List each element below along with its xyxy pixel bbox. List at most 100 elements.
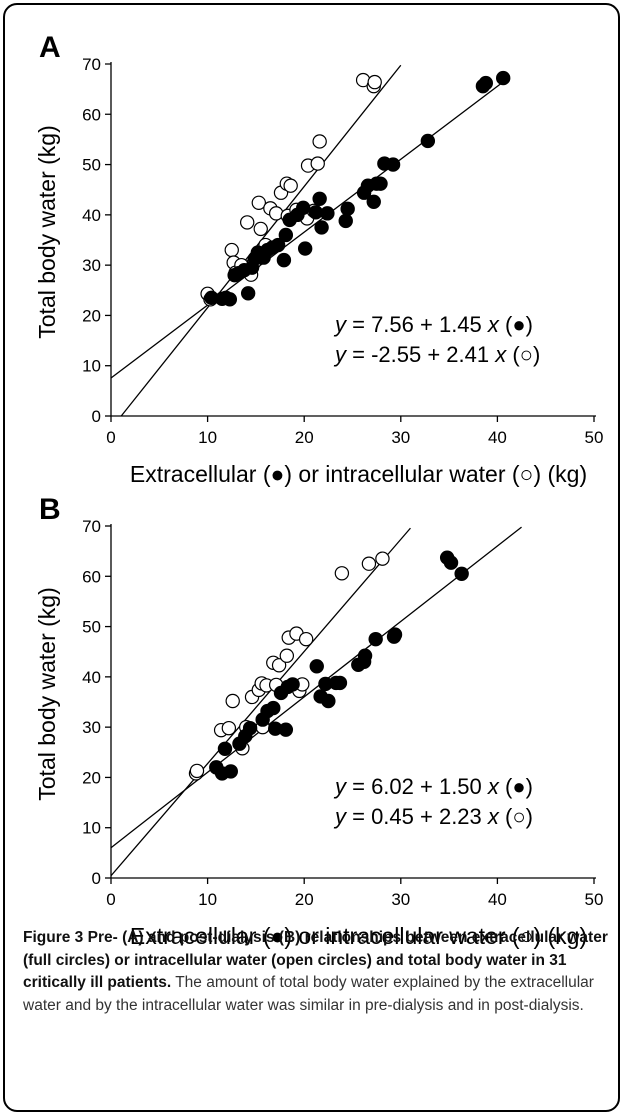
data-point-filled <box>285 677 300 692</box>
y-axis-title: Total body water (kg) <box>34 587 60 800</box>
x-tick-label: 10 <box>198 890 217 909</box>
data-point-open <box>221 720 237 736</box>
x-tick-label: 30 <box>391 890 410 909</box>
data-point-filled <box>266 700 281 716</box>
data-point-filled <box>222 292 238 307</box>
data-point-filled <box>495 70 511 86</box>
y-tick-label: 10 <box>82 819 101 838</box>
data-point-filled <box>242 720 258 736</box>
y-tick-label: 40 <box>82 206 101 225</box>
data-point-filled <box>217 741 233 756</box>
data-point-open <box>189 763 205 779</box>
y-tick-label: 40 <box>82 668 101 687</box>
data-point-open <box>298 631 314 647</box>
data-point-filled <box>387 627 403 642</box>
x-axis-title: Extracellular (●) or intracellular water… <box>130 461 587 487</box>
data-point-filled <box>478 75 494 91</box>
y-tick-label: 50 <box>82 618 101 637</box>
data-point-open <box>279 648 295 663</box>
y-axis-title: Total body water (kg) <box>34 125 60 338</box>
x-tick-label: 20 <box>295 890 314 909</box>
x-tick-label: 50 <box>585 890 604 909</box>
data-point-filled <box>223 764 238 779</box>
data-point-filled <box>270 237 286 253</box>
data-point-filled <box>385 157 401 172</box>
data-point-open <box>268 206 284 221</box>
data-point-filled <box>278 722 294 737</box>
data-point-filled <box>240 286 256 301</box>
y-tick-label: 20 <box>82 306 101 325</box>
y-tick-label: 20 <box>82 768 101 787</box>
data-point-filled <box>297 241 313 256</box>
caption-figure-label: Figure 3 <box>23 929 84 946</box>
data-point-open <box>224 242 239 258</box>
data-point-open <box>361 556 377 571</box>
data-point-open <box>251 195 266 210</box>
data-point-filled <box>321 693 336 709</box>
data-point-filled <box>309 659 324 674</box>
regression-equation: y = -2.55 + 2.41 x (○) <box>333 342 540 367</box>
x-tick-label: 20 <box>295 428 314 447</box>
data-point-filled <box>314 220 329 235</box>
data-point-open <box>240 215 255 230</box>
figure-frame: A 0 10 20 30 40 50 60 70 0 10 20 30 40 50 Total body wa… <box>3 3 620 1112</box>
caption-body: The amount of total body water explained… <box>23 974 594 1014</box>
caption-title: Pre- (A) and post-dialysis (B) relations… <box>23 929 608 991</box>
data-point-filled <box>338 213 353 229</box>
data-point-open <box>283 178 298 193</box>
x-tick-label: 40 <box>488 428 507 447</box>
panel-letter: A <box>39 31 61 64</box>
data-point-open <box>375 551 390 566</box>
data-point-open <box>310 156 325 171</box>
y-tick-label: 70 <box>82 55 101 74</box>
x-tick-label: 10 <box>198 428 217 447</box>
y-tick-label: 30 <box>82 256 101 275</box>
y-tick-label: 0 <box>92 407 101 426</box>
data-point-filled <box>443 555 459 570</box>
figure-caption: Figure 3 Pre- (A) and post-dialysis (B) … <box>23 927 615 1017</box>
data-point-open <box>253 221 268 237</box>
data-point-filled <box>366 194 381 209</box>
regression-equation: y = 6.02 + 1.50 x (●) <box>333 774 533 799</box>
x-tick-label: 0 <box>106 890 115 909</box>
data-point-open <box>312 134 327 149</box>
x-axis-title: Extracellular (●) or intracellular water… <box>130 923 587 949</box>
data-point-filled <box>332 675 348 691</box>
regression-line-intracellular <box>110 527 411 877</box>
y-tick-label: 10 <box>82 357 101 376</box>
regression-line-extracellular <box>110 526 522 849</box>
x-tick-label: 40 <box>488 890 507 909</box>
data-point-filled <box>368 631 383 647</box>
y-tick-label: 30 <box>82 718 101 737</box>
y-tick-label: 70 <box>82 517 101 536</box>
x-tick-label: 30 <box>391 428 410 447</box>
data-point-open <box>334 566 350 581</box>
data-point-open <box>225 693 240 709</box>
scatter-chart: B 0 10 20 30 40 50 60 70 0 10 20 30 40 50 Total body wa… <box>34 493 604 949</box>
data-point-filled <box>373 176 388 191</box>
data-point-filled <box>276 252 292 268</box>
data-point-filled <box>357 648 373 663</box>
data-point-filled <box>420 133 436 149</box>
y-tick-label: 60 <box>82 567 101 586</box>
scatter-chart: A 0 10 20 30 40 50 60 70 0 10 20 30 40 50 Total body wa… <box>34 31 604 487</box>
y-tick-label: 0 <box>92 869 101 888</box>
regression-line-extracellular <box>110 78 508 379</box>
data-point-open <box>367 74 382 90</box>
data-point-open <box>271 658 287 673</box>
data-point-filled <box>278 227 294 243</box>
data-point-filled <box>320 206 335 221</box>
regression-equation: y = 0.45 + 2.23 x (○) <box>333 804 533 829</box>
regression-equation: y = 7.56 + 1.45 x (●) <box>333 312 533 337</box>
panel-letter: B <box>39 493 61 526</box>
panel-a: A 0 10 20 30 40 50 60 70 0 10 20 30 40 50 Total body wa… <box>5 5 618 565</box>
data-point-filled <box>340 201 355 217</box>
y-tick-label: 50 <box>82 156 101 175</box>
data-point-filled <box>454 566 469 581</box>
x-tick-label: 0 <box>106 428 115 447</box>
data-point-filled <box>296 200 311 216</box>
y-tick-label: 60 <box>82 105 101 124</box>
panel-b: B 0 10 20 30 40 50 60 70 0 10 20 30 40 50 Total body wa… <box>5 467 618 1027</box>
x-tick-label: 50 <box>585 428 604 447</box>
data-point-filled <box>312 191 327 206</box>
